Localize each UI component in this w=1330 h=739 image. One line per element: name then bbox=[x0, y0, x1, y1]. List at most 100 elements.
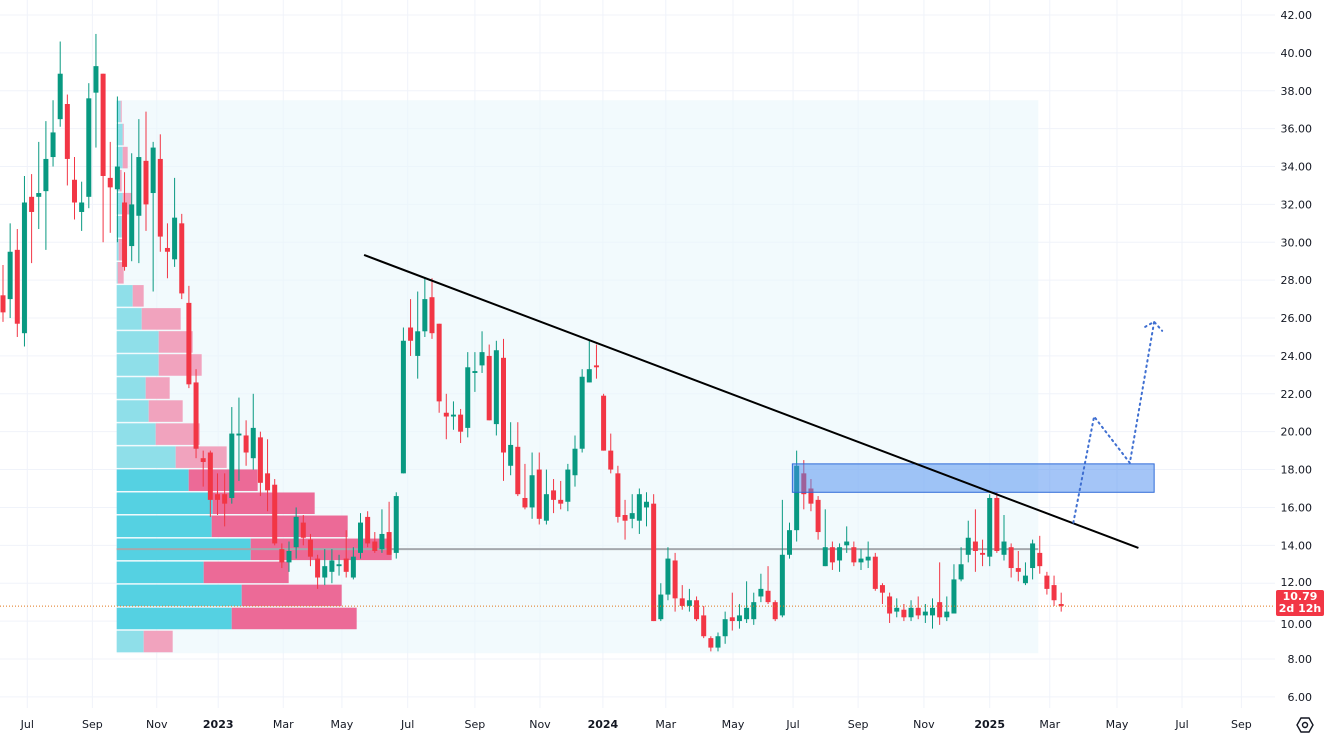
time-tick-label: Sep bbox=[1231, 718, 1252, 731]
candle-up bbox=[150, 147, 156, 194]
candle-up bbox=[822, 547, 828, 567]
volume-row-up bbox=[116, 446, 176, 468]
candle-down bbox=[980, 552, 986, 555]
time-tick-label: Sep bbox=[465, 718, 486, 731]
candle-down bbox=[622, 515, 628, 521]
candle-down bbox=[307, 539, 313, 557]
volume-row-up bbox=[116, 192, 123, 215]
price-tick-label: 20.00 bbox=[1281, 426, 1313, 439]
candle-down bbox=[729, 617, 735, 622]
price-axis[interactable]: 42.00 40.00 38.00 36.00 34.00 32.00 30.00 28.00… bbox=[1281, 9, 1313, 704]
candle-down bbox=[1051, 585, 1057, 601]
candle-down bbox=[193, 382, 199, 449]
candle-up bbox=[636, 494, 642, 521]
candle-up bbox=[329, 560, 335, 572]
volume-row-down bbox=[211, 515, 348, 538]
candle-down bbox=[186, 302, 192, 385]
candle-up bbox=[286, 551, 292, 563]
volume-row-down bbox=[119, 169, 122, 192]
candle-down bbox=[872, 556, 878, 589]
time-tick-label: Mar bbox=[273, 718, 294, 731]
candle-down bbox=[1044, 575, 1050, 589]
projection-arrowhead bbox=[1144, 320, 1164, 332]
candle-up bbox=[865, 556, 871, 561]
candle-up bbox=[79, 202, 85, 212]
candle-down bbox=[143, 160, 149, 205]
volume-row-up bbox=[116, 100, 121, 123]
candle-down bbox=[257, 437, 263, 483]
candle-down bbox=[279, 549, 285, 563]
volume-row-up bbox=[116, 630, 144, 653]
candle-down bbox=[558, 499, 564, 504]
volume-row-down bbox=[175, 446, 227, 468]
candle-down bbox=[501, 357, 506, 453]
price-tick-label: 22.00 bbox=[1281, 388, 1313, 401]
candle-down bbox=[64, 104, 70, 159]
candle-down bbox=[14, 249, 20, 324]
volume-row-up bbox=[116, 607, 232, 630]
volume-row-down bbox=[118, 238, 125, 261]
candle-up bbox=[1030, 543, 1036, 569]
price-tick-label: 16.00 bbox=[1281, 501, 1313, 514]
candle-down bbox=[615, 473, 621, 517]
candle-up bbox=[43, 158, 49, 192]
candle-up bbox=[400, 340, 406, 474]
candle-down bbox=[551, 490, 557, 500]
price-tick-label: 28.00 bbox=[1281, 274, 1313, 287]
candle-down bbox=[222, 494, 228, 504]
price-tick-label: 6.00 bbox=[1288, 691, 1313, 704]
candle-up bbox=[7, 251, 13, 300]
candle-up bbox=[450, 414, 456, 417]
volume-row-up bbox=[116, 423, 156, 445]
price-tick-label: 40.00 bbox=[1281, 47, 1313, 60]
volume-row-up bbox=[116, 262, 118, 284]
candle-up bbox=[293, 516, 299, 548]
candle-up bbox=[744, 607, 750, 620]
volume-row-up bbox=[116, 238, 119, 261]
projection-path[interactable] bbox=[1072, 320, 1156, 524]
settings-gear-icon[interactable] bbox=[1296, 716, 1314, 734]
volume-profile[interactable] bbox=[116, 100, 1039, 654]
volume-row-down bbox=[141, 308, 181, 330]
candle-up bbox=[858, 558, 864, 563]
candle-down bbox=[879, 585, 885, 593]
candle-down bbox=[215, 494, 220, 500]
volume-row-up bbox=[116, 469, 189, 491]
candle-down bbox=[243, 435, 249, 453]
candle-down bbox=[887, 596, 893, 614]
candle-up bbox=[715, 636, 721, 648]
last-price-value: 10.79 bbox=[1282, 590, 1318, 603]
volume-row-up bbox=[116, 400, 149, 422]
volume-row-down bbox=[120, 100, 122, 123]
candle-up bbox=[393, 496, 399, 553]
candle-down bbox=[315, 558, 321, 578]
time-tick-label: Jul bbox=[1174, 718, 1188, 731]
drawings[interactable] bbox=[0, 254, 1275, 607]
time-tick-label: Mar bbox=[1039, 718, 1060, 731]
time-tick-label: Mar bbox=[655, 718, 676, 731]
volume-row-up bbox=[116, 354, 159, 376]
candle-up bbox=[794, 465, 800, 531]
candle-up bbox=[479, 352, 485, 366]
volume-row-down bbox=[117, 262, 124, 284]
descending-trendline[interactable] bbox=[363, 254, 1139, 549]
volume-row-up bbox=[116, 146, 123, 169]
candle-down bbox=[458, 414, 464, 432]
volume-row-up bbox=[116, 377, 146, 399]
resistance-zone-box[interactable] bbox=[791, 463, 1155, 493]
price-tick-label: 24.00 bbox=[1281, 350, 1313, 363]
volume-row-up bbox=[116, 308, 142, 330]
candle-up bbox=[779, 554, 785, 616]
time-tick-label: Jul bbox=[400, 718, 414, 731]
time-axis[interactable]: Jul Sep Nov 2023 Mar May Jul Sep Nov 2024 Mar May Ju… bbox=[20, 718, 1252, 731]
candle-down bbox=[808, 488, 814, 504]
volume-row-down bbox=[132, 285, 144, 307]
candle-down bbox=[522, 497, 528, 508]
candle-up bbox=[644, 501, 649, 508]
time-tick-label: Jul bbox=[20, 718, 34, 731]
candle-down bbox=[694, 600, 700, 620]
candle-down bbox=[593, 365, 599, 368]
volume-profile-range bbox=[116, 100, 1039, 654]
candle-down bbox=[0, 295, 6, 313]
